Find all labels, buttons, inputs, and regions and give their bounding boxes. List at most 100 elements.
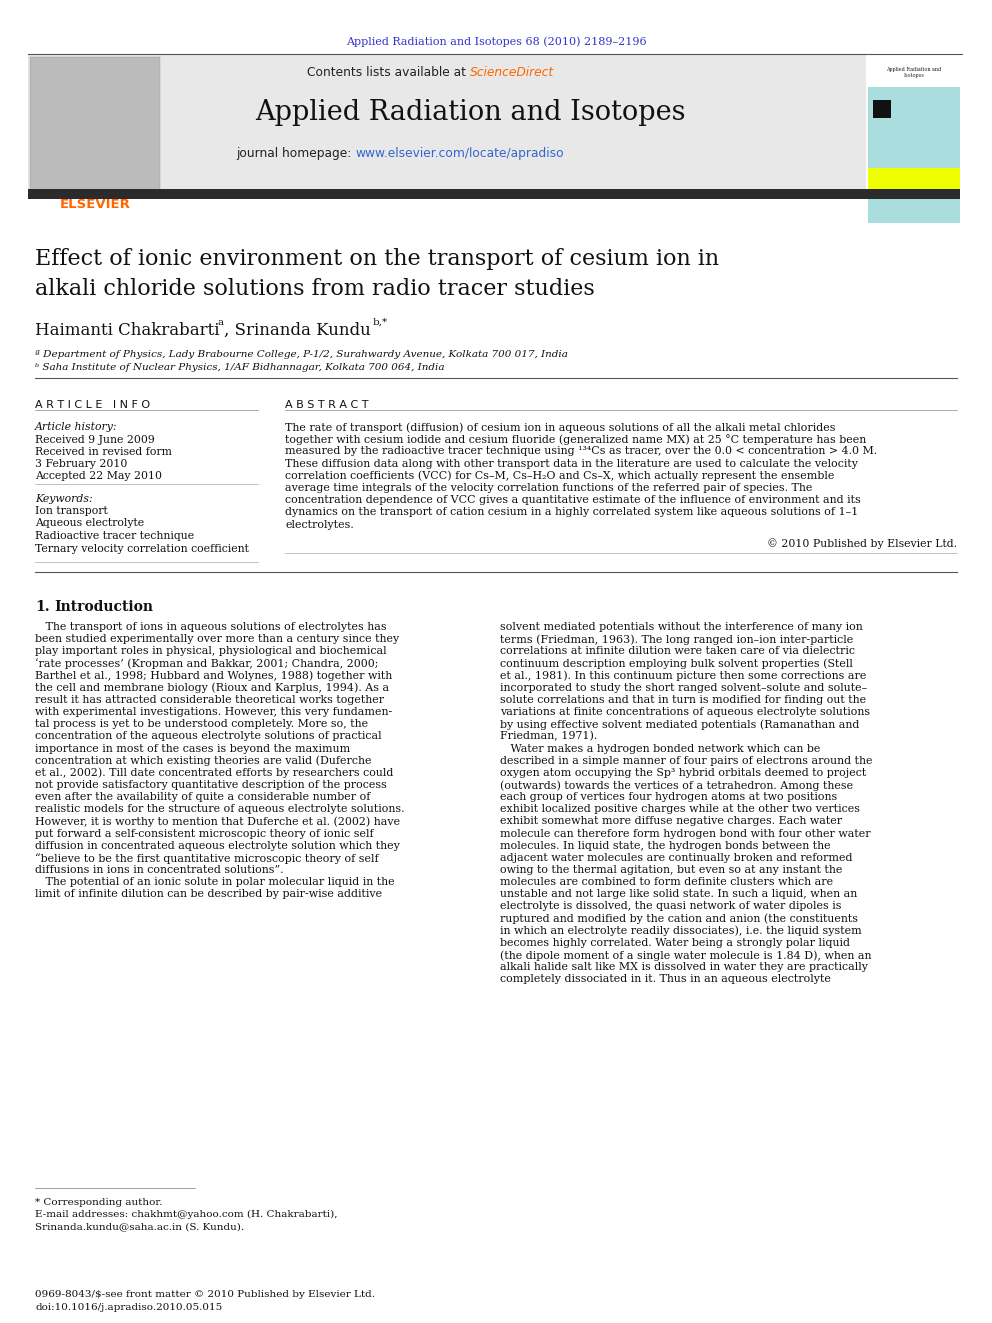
Text: unstable and not large like solid state. In such a liquid, when an: unstable and not large like solid state.… — [500, 889, 857, 900]
Text: The rate of transport (diffusion) of cesium ion in aqueous solutions of all the : The rate of transport (diffusion) of ces… — [285, 422, 835, 433]
Text: described in a simple manner of four pairs of electrons around the: described in a simple manner of four pai… — [500, 755, 873, 766]
Text: Haimanti Chakrabarti: Haimanti Chakrabarti — [35, 321, 219, 339]
Text: electrolyte is dissolved, the quasi network of water dipoles is: electrolyte is dissolved, the quasi netw… — [500, 901, 841, 912]
Text: 1.: 1. — [35, 601, 50, 614]
Text: terms (Friedman, 1963). The long ranged ion–ion inter-particle: terms (Friedman, 1963). The long ranged … — [500, 634, 853, 644]
Text: Applied Radiation and Isotopes 68 (2010) 2189–2196: Applied Radiation and Isotopes 68 (2010)… — [345, 37, 647, 48]
Text: play important roles in physical, physiological and biochemical: play important roles in physical, physio… — [35, 647, 387, 656]
Text: Barthel et al., 1998; Hubbard and Wolynes, 1988) together with: Barthel et al., 1998; Hubbard and Wolyne… — [35, 671, 392, 681]
Text: doi:10.1016/j.apradiso.2010.05.015: doi:10.1016/j.apradiso.2010.05.015 — [35, 1303, 222, 1312]
Text: et al., 1981). In this continuum picture then some corrections are: et al., 1981). In this continuum picture… — [500, 671, 866, 681]
Text: exhibit localized positive charges while at the other two vertices: exhibit localized positive charges while… — [500, 804, 860, 814]
Text: correlations at infinite dilution were taken care of via dielectric: correlations at infinite dilution were t… — [500, 647, 855, 656]
Text: (the dipole moment of a single water molecule is 1.84 D), when an: (the dipole moment of a single water mol… — [500, 950, 872, 960]
Text: Contents lists available at: Contents lists available at — [308, 66, 470, 78]
FancyBboxPatch shape — [868, 196, 960, 222]
Text: each group of vertices four hydrogen atoms at two positions: each group of vertices four hydrogen ato… — [500, 792, 837, 802]
Text: ELSEVIER: ELSEVIER — [60, 198, 130, 210]
Text: ª Department of Physics, Lady Brabourne College, P-1/2, Surahwardy Avenue, Kolka: ª Department of Physics, Lady Brabourne … — [35, 351, 567, 359]
Text: not provide satisfactory quantitative description of the process: not provide satisfactory quantitative de… — [35, 781, 387, 790]
Text: ScienceDirect: ScienceDirect — [470, 66, 555, 78]
Text: limit of infinite dilution can be described by pair-wise additive: limit of infinite dilution can be descri… — [35, 889, 382, 900]
Text: Article history:: Article history: — [35, 422, 117, 433]
Text: diffusions in ions in concentrated solutions”.: diffusions in ions in concentrated solut… — [35, 865, 284, 875]
Text: The potential of an ionic solute in polar molecular liquid in the: The potential of an ionic solute in pola… — [35, 877, 395, 888]
Text: result it has attracted considerable theoretical works together: result it has attracted considerable the… — [35, 695, 384, 705]
Text: A B S T R A C T: A B S T R A C T — [285, 400, 368, 410]
Text: completely dissociated in it. Thus in an aqueous electrolyte: completely dissociated in it. Thus in an… — [500, 974, 831, 984]
Text: ruptured and modified by the cation and anion (the constituents: ruptured and modified by the cation and … — [500, 914, 858, 925]
Text: concentration at which existing theories are valid (Duferche: concentration at which existing theories… — [35, 755, 371, 766]
Text: E-mail addresses: chakhmt@yahoo.com (H. Chakrabarti),: E-mail addresses: chakhmt@yahoo.com (H. … — [35, 1211, 337, 1218]
Text: The transport of ions in aqueous solutions of electrolytes has: The transport of ions in aqueous solutio… — [35, 622, 387, 632]
Text: the cell and membrane biology (Rioux and Karplus, 1994). As a: the cell and membrane biology (Rioux and… — [35, 683, 389, 693]
FancyBboxPatch shape — [873, 101, 891, 118]
Text: been studied experimentally over more than a century since they: been studied experimentally over more th… — [35, 634, 399, 644]
Text: Applied Radiation and Isotopes: Applied Radiation and Isotopes — [255, 99, 685, 127]
Text: realistic models for the structure of aqueous electrolyte solutions.: realistic models for the structure of aq… — [35, 804, 405, 814]
FancyBboxPatch shape — [30, 57, 160, 193]
Text: molecules are combined to form definite clusters which are: molecules are combined to form definite … — [500, 877, 833, 888]
FancyBboxPatch shape — [868, 87, 960, 114]
Text: Srinanda.kundu@saha.ac.in (S. Kundu).: Srinanda.kundu@saha.ac.in (S. Kundu). — [35, 1222, 244, 1230]
Text: continuum description employing bulk solvent properties (Stell: continuum description employing bulk sol… — [500, 659, 853, 669]
Text: adjacent water molecules are continually broken and reformed: adjacent water molecules are continually… — [500, 853, 852, 863]
Text: “believe to be the first quantitative microscopic theory of self: “believe to be the first quantitative mi… — [35, 853, 379, 864]
Text: Accepted 22 May 2010: Accepted 22 May 2010 — [35, 471, 162, 482]
Text: ‘rate processes’ (Kropman and Bakkar, 2001; Chandra, 2000;: ‘rate processes’ (Kropman and Bakkar, 20… — [35, 659, 378, 669]
Text: solvent mediated potentials without the interference of many ion: solvent mediated potentials without the … — [500, 622, 863, 632]
Text: owing to the thermal agitation, but even so at any instant the: owing to the thermal agitation, but even… — [500, 865, 842, 875]
Text: www.elsevier.com/locate/apradiso: www.elsevier.com/locate/apradiso — [355, 147, 563, 160]
Text: Water makes a hydrogen bonded network which can be: Water makes a hydrogen bonded network wh… — [500, 744, 820, 754]
Text: ᵇ Saha Institute of Nuclear Physics, 1/AF Bidhannagar, Kolkata 700 064, India: ᵇ Saha Institute of Nuclear Physics, 1/A… — [35, 363, 444, 372]
FancyBboxPatch shape — [28, 56, 866, 194]
Text: Friedman, 1971).: Friedman, 1971). — [500, 732, 597, 742]
FancyBboxPatch shape — [28, 189, 960, 198]
Text: in which an electrolyte readily dissociates), i.e. the liquid system: in which an electrolyte readily dissocia… — [500, 926, 862, 937]
Text: concentration of the aqueous electrolyte solutions of practical: concentration of the aqueous electrolyte… — [35, 732, 382, 741]
Text: Received 9 June 2009: Received 9 June 2009 — [35, 435, 155, 445]
Text: by using effective solvent mediated potentials (Ramanathan and: by using effective solvent mediated pote… — [500, 720, 859, 730]
Text: Ternary velocity correlation coefficient: Ternary velocity correlation coefficient — [35, 544, 249, 553]
Text: put forward a self-consistent microscopic theory of ionic self: put forward a self-consistent microscopi… — [35, 828, 374, 839]
Text: importance in most of the cases is beyond the maximum: importance in most of the cases is beyon… — [35, 744, 350, 754]
FancyBboxPatch shape — [868, 142, 960, 168]
Text: © 2010 Published by Elsevier Ltd.: © 2010 Published by Elsevier Ltd. — [767, 538, 957, 549]
Text: Introduction: Introduction — [54, 601, 153, 614]
Text: a: a — [217, 318, 223, 327]
Text: correlation coefficients (VCC) for Cs–M, Cs–H₂O and Cs–X, which actually represe: correlation coefficients (VCC) for Cs–M,… — [285, 471, 834, 482]
Text: b,*: b,* — [373, 318, 388, 327]
FancyBboxPatch shape — [868, 168, 960, 196]
Text: even after the availability of quite a considerable number of: even after the availability of quite a c… — [35, 792, 370, 802]
Text: (outwards) towards the vertices of a tetrahedron. Among these: (outwards) towards the vertices of a tet… — [500, 781, 853, 791]
Text: molecule can therefore form hydrogen bond with four other water: molecule can therefore form hydrogen bon… — [500, 828, 871, 839]
Text: Aqueous electrolyte: Aqueous electrolyte — [35, 519, 144, 528]
Text: alkali halide salt like MX is dissolved in water they are practically: alkali halide salt like MX is dissolved … — [500, 962, 868, 972]
Text: However, it is worthy to mention that Duferche et al. (2002) have: However, it is worthy to mention that Du… — [35, 816, 400, 827]
Text: Applied Radiation and
Isotopes: Applied Radiation and Isotopes — [887, 67, 941, 78]
Text: tal process is yet to be understood completely. More so, the: tal process is yet to be understood comp… — [35, 720, 368, 729]
Text: diffusion in concentrated aqueous electrolyte solution which they: diffusion in concentrated aqueous electr… — [35, 840, 400, 851]
Text: These diffusion data along with other transport data in the literature are used : These diffusion data along with other tr… — [285, 459, 858, 468]
Text: incorporated to study the short ranged solvent–solute and solute–: incorporated to study the short ranged s… — [500, 683, 867, 693]
Text: solute correlations and that in turn is modified for finding out the: solute correlations and that in turn is … — [500, 695, 866, 705]
Text: variations at finite concentrations of aqueous electrolyte solutions: variations at finite concentrations of a… — [500, 706, 870, 717]
Text: et al., 2002). Till date concentrated efforts by researchers could: et al., 2002). Till date concentrated ef… — [35, 767, 394, 778]
Text: average time integrals of the velocity correlation functions of the referred pai: average time integrals of the velocity c… — [285, 483, 812, 493]
Text: Received in revised form: Received in revised form — [35, 447, 172, 456]
Text: dynamics on the transport of cation cesium in a highly correlated system like aq: dynamics on the transport of cation cesi… — [285, 508, 858, 517]
FancyBboxPatch shape — [868, 114, 960, 142]
Text: measured by the radioactive tracer technique using ¹³⁴Cs as tracer, over the 0.0: measured by the radioactive tracer techn… — [285, 446, 877, 456]
Text: journal homepage:: journal homepage: — [236, 147, 355, 160]
Text: A R T I C L E   I N F O: A R T I C L E I N F O — [35, 400, 150, 410]
Text: 3 February 2010: 3 February 2010 — [35, 459, 127, 468]
Text: concentration dependence of VCC gives a quantitative estimate of the influence o: concentration dependence of VCC gives a … — [285, 495, 861, 505]
Text: , Srinanda Kundu: , Srinanda Kundu — [224, 321, 371, 339]
Text: exhibit somewhat more diffuse negative charges. Each water: exhibit somewhat more diffuse negative c… — [500, 816, 842, 827]
Text: oxygen atom occupying the Sp³ hybrid orbitals deemed to project: oxygen atom occupying the Sp³ hybrid orb… — [500, 767, 866, 778]
Text: with experimental investigations. However, this very fundamen-: with experimental investigations. Howeve… — [35, 706, 392, 717]
Text: molecules. In liquid state, the hydrogen bonds between the: molecules. In liquid state, the hydrogen… — [500, 840, 830, 851]
Text: * Corresponding author.: * Corresponding author. — [35, 1199, 163, 1207]
Text: Effect of ionic environment on the transport of cesium ion in
alkali chloride so: Effect of ionic environment on the trans… — [35, 247, 719, 299]
Text: Ion transport: Ion transport — [35, 505, 108, 516]
